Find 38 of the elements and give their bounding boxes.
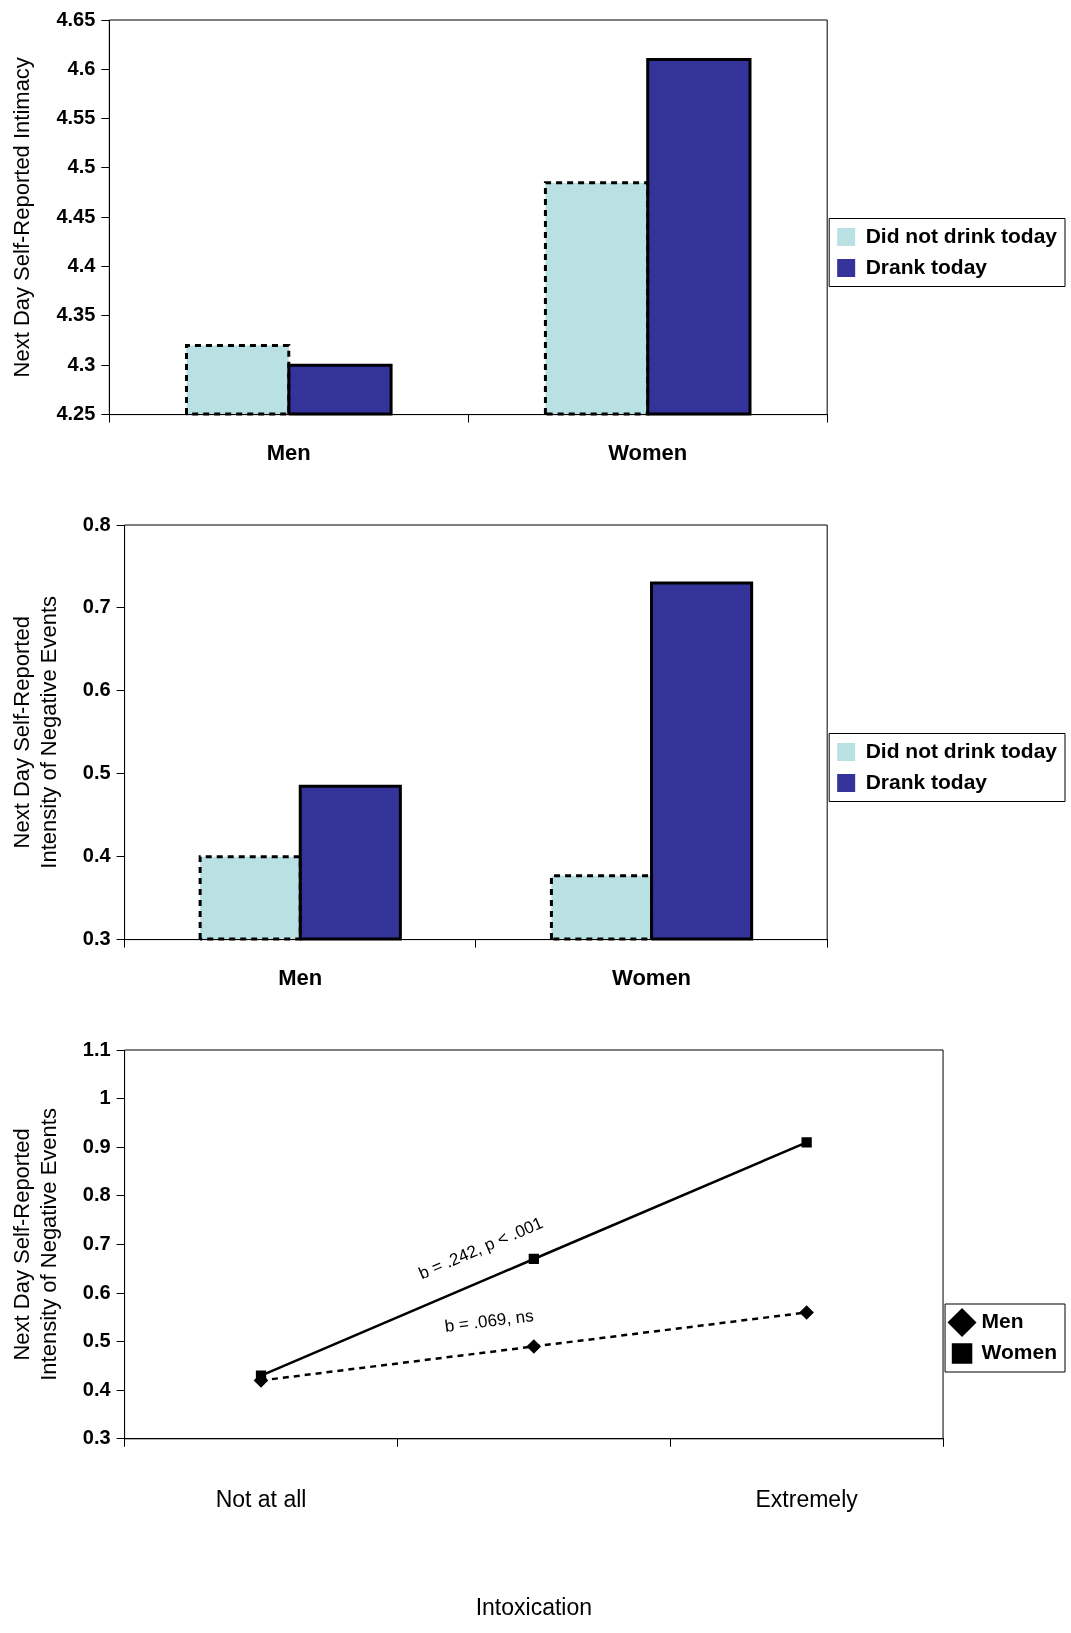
x-axis-title: Intoxication xyxy=(475,1593,593,1620)
y-tick-label: 4.4 xyxy=(67,254,97,277)
y-tick-label: 0.4 xyxy=(82,1377,112,1400)
y-tick-label: 0.4 xyxy=(82,844,112,867)
y-tick-label: 4.35 xyxy=(56,303,96,326)
y-tick-label: 4.45 xyxy=(56,204,96,227)
legend-label: Did not drink today xyxy=(865,738,1058,762)
x-tick-label: Not at all xyxy=(215,1485,307,1512)
y-tick-label: 4.55 xyxy=(56,106,96,129)
y-axis-title: Next Day Self-Reported Intensity of Negative Events xyxy=(9,1108,61,1381)
legend-label: Did not drink today xyxy=(865,223,1058,247)
legend-label: Men xyxy=(981,1309,1024,1333)
y-tick-label: 0.7 xyxy=(82,595,111,618)
y-tick-label: 0.8 xyxy=(82,512,111,535)
y-tick-label: 4.3 xyxy=(67,352,96,375)
y-tick-label: 0.3 xyxy=(82,927,111,950)
legend-label: Women xyxy=(981,1340,1057,1364)
y-axis-title: Next Day Self-Reported Intimacy xyxy=(9,57,35,378)
y-tick-label: 0.6 xyxy=(82,678,111,701)
x-tick-label: Extremely xyxy=(755,1485,859,1512)
y-tick-label: 0.9 xyxy=(82,1134,111,1157)
y-tick-label: 0.3 xyxy=(82,1426,111,1449)
y-tick-label: 0.5 xyxy=(82,1329,111,1352)
legend-label: Drank today xyxy=(865,254,988,278)
annotation: b = .069, ns xyxy=(443,1306,535,1336)
y-tick-label: 4.25 xyxy=(56,402,96,425)
y-tick-label: 0.5 xyxy=(82,761,111,784)
y-tick-label: 0.8 xyxy=(82,1183,111,1206)
y-tick-label: 4.65 xyxy=(56,7,96,30)
y-tick-label: 4.6 xyxy=(67,56,96,79)
y-tick-label: 0.6 xyxy=(82,1280,111,1303)
y-axis-title: Next Day Self-Reported Intensity of Negative Events xyxy=(9,595,61,869)
y-tick-label: 1 xyxy=(99,1086,111,1109)
legend-label: Drank today xyxy=(865,769,988,793)
y-tick-label: 4.5 xyxy=(67,155,96,178)
y-tick-label: 1.1 xyxy=(82,1037,111,1060)
y-tick-label: 0.7 xyxy=(82,1231,111,1254)
annotation: b = .242, p < .001 xyxy=(415,1213,546,1284)
